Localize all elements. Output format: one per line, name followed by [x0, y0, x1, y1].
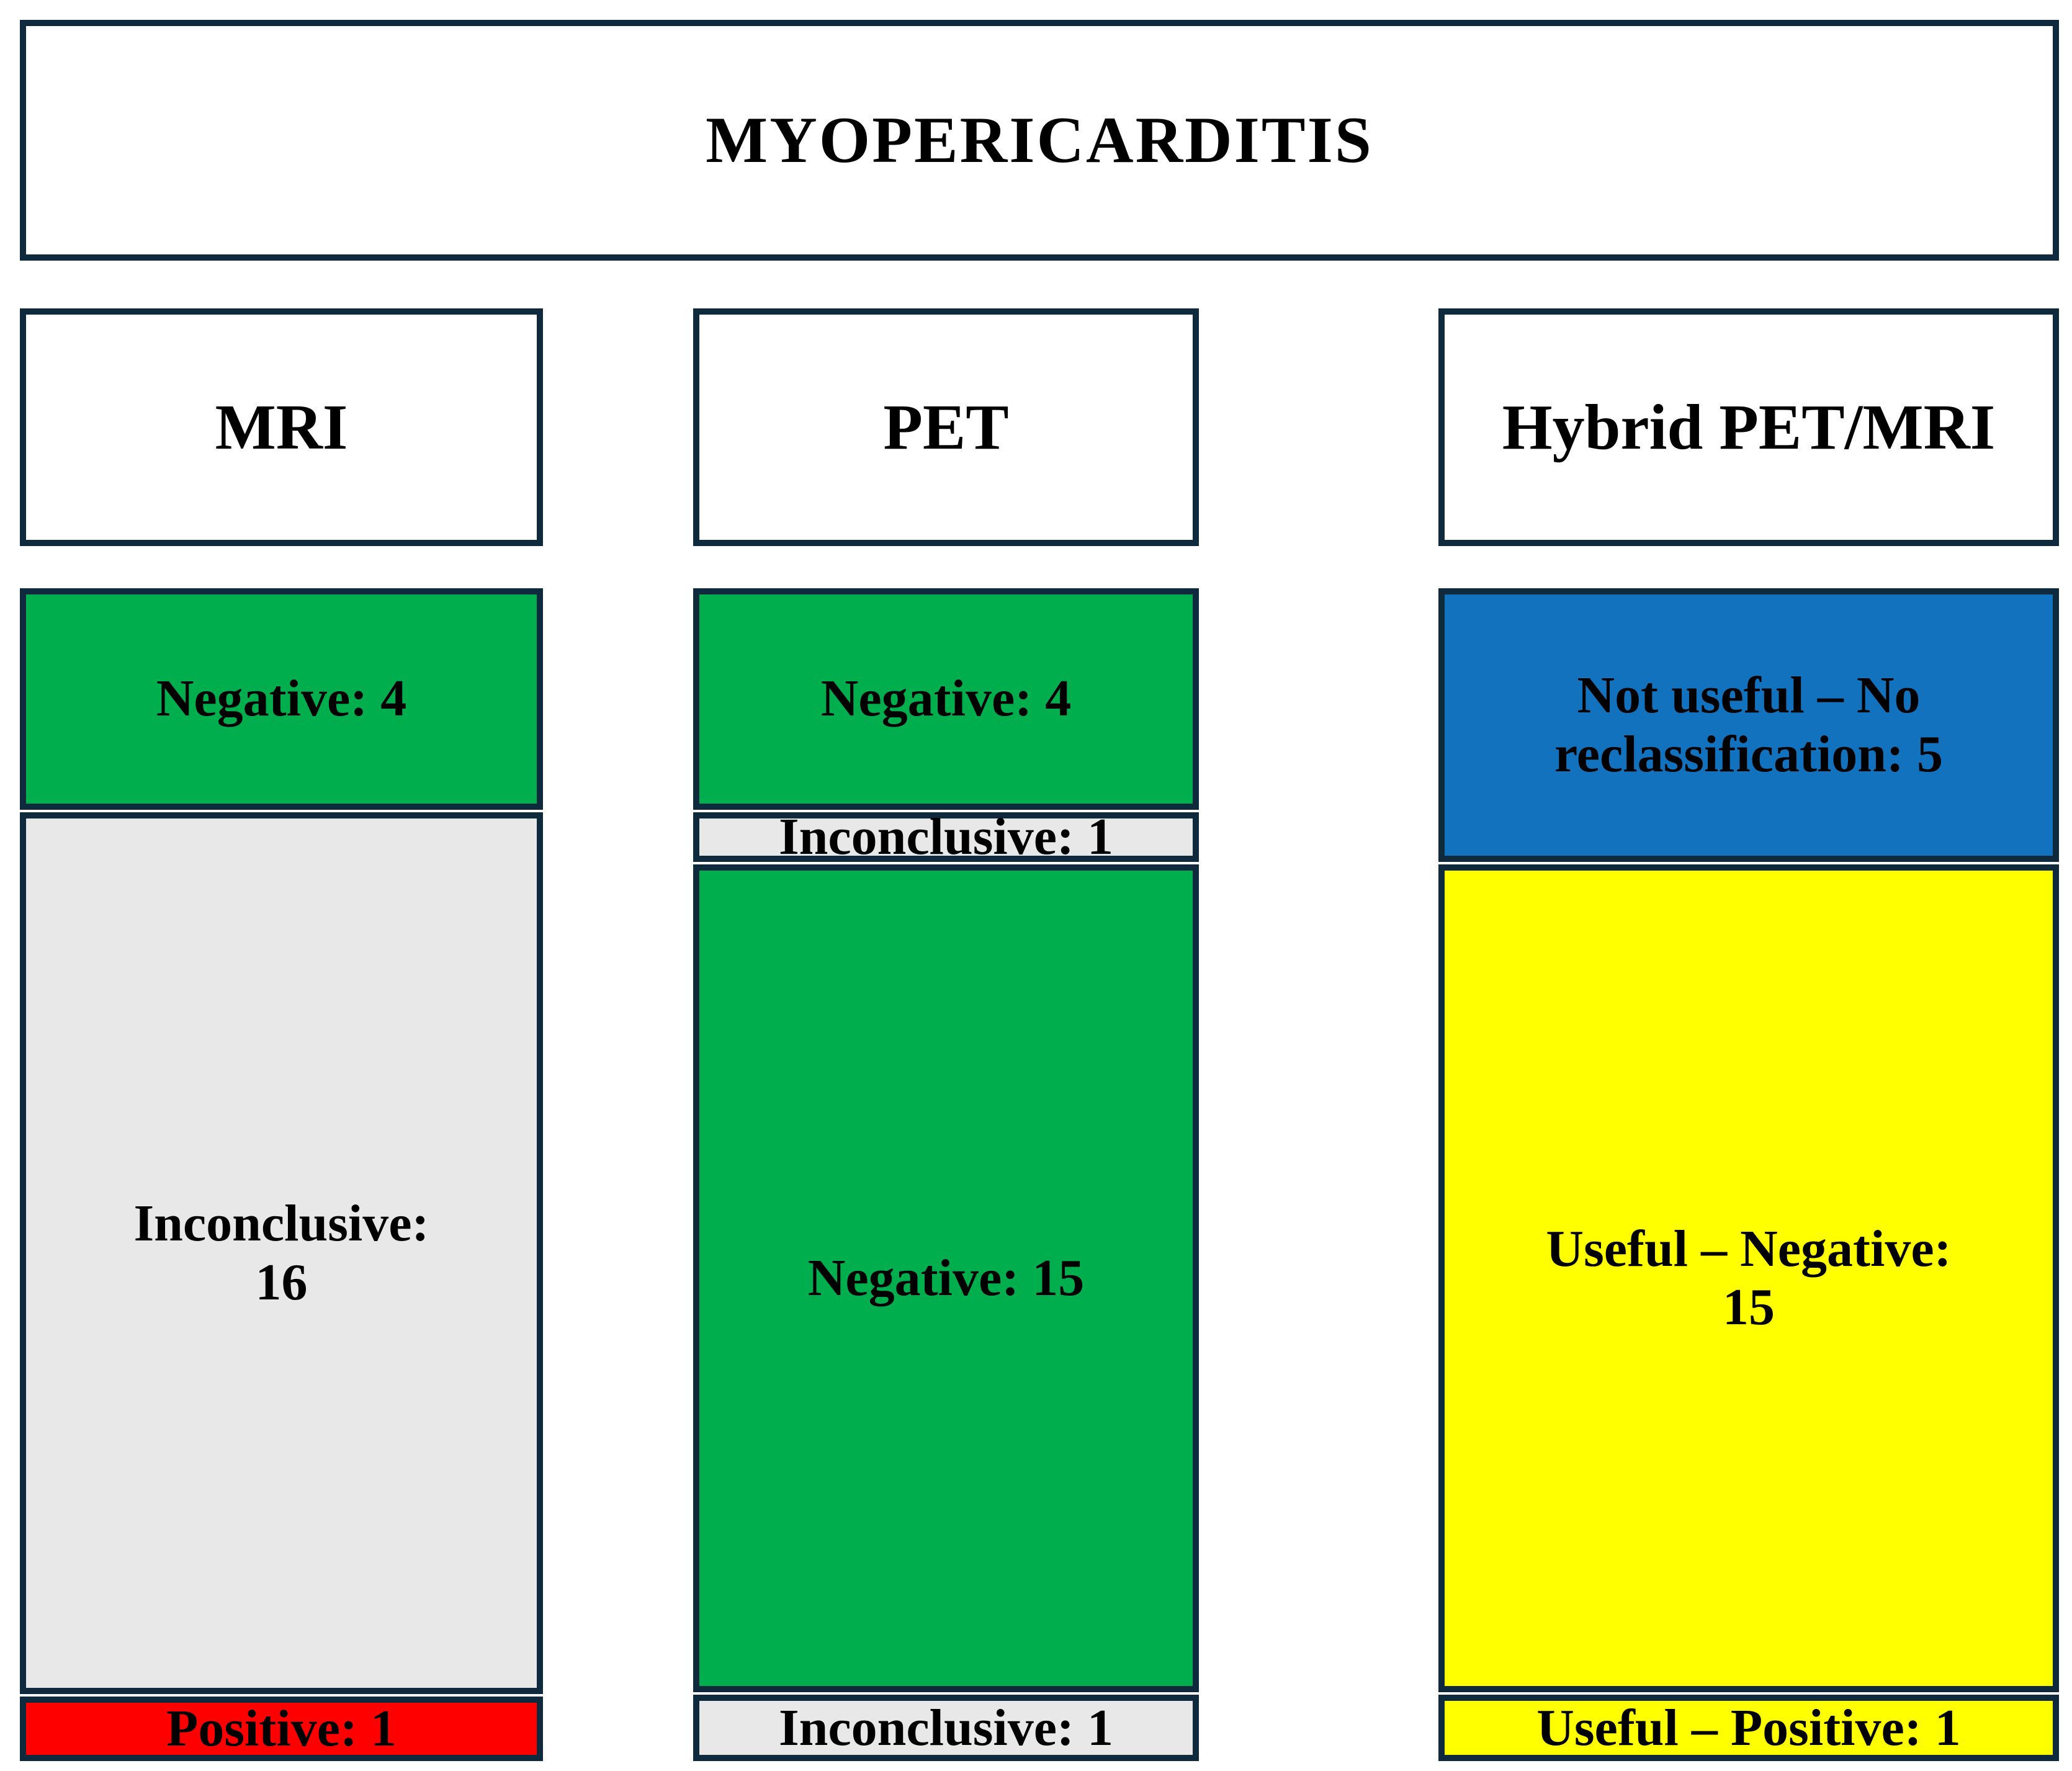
hybrid-segment-not-useful-label: Not useful – No reclassification: 5 [1554, 666, 1943, 783]
column-header-hybrid: Hybrid PET/MRI [1438, 308, 2059, 546]
hybrid-segment-useful-negative: Useful – Negative: 15 [1438, 864, 2059, 1692]
column-header-pet-label: PET [883, 392, 1009, 463]
hybrid-segment-useful-negative-label: Useful – Negative: 15 [1546, 1219, 1952, 1336]
pet-segment-negative-top: Negative: 4 [693, 588, 1199, 810]
hybrid-segment-not-useful: Not useful – No reclassification: 5 [1438, 588, 2059, 862]
mri-segment-positive: Positive: 1 [20, 1697, 543, 1761]
hybrid-segment-useful-positive: Useful – Positive: 1 [1438, 1695, 2059, 1761]
mri-stack: Negative: 4 Inconclusive: 16 Positive: 1 [20, 588, 543, 1761]
pet-segment-inconclusive-bottom: Inconclusive: 1 [693, 1695, 1199, 1761]
figure-title: MYOPERICARDITIS [706, 104, 1373, 176]
pet-segment-inconclusive-bottom-label: Inconclusive: 1 [778, 1698, 1114, 1757]
title-box: MYOPERICARDITIS [20, 20, 2059, 261]
mri-segment-negative: Negative: 4 [20, 588, 543, 810]
column-header-mri: MRI [20, 308, 543, 546]
mri-segment-negative-label: Negative: 4 [156, 670, 407, 728]
hybrid-stack: Not useful – No reclassification: 5 Usef… [1438, 588, 2059, 1761]
pet-segment-inconclusive-top: Inconclusive: 1 [693, 808, 1199, 866]
hybrid-segment-useful-positive-label: Useful – Positive: 1 [1536, 1698, 1961, 1757]
column-header-pet: PET [693, 308, 1199, 546]
pet-segment-negative-main: Negative: 15 [693, 864, 1199, 1692]
column-header-mri-label: MRI [215, 392, 348, 463]
pet-segment-inconclusive-top-label: Inconclusive: 1 [778, 808, 1114, 866]
mri-segment-inconclusive-label: Inconclusive: 16 [133, 1195, 429, 1311]
mri-segment-inconclusive: Inconclusive: 16 [20, 812, 543, 1694]
column-header-hybrid-label: Hybrid PET/MRI [1502, 392, 1996, 463]
pet-stack: Negative: 4 Inconclusive: 1 Negative: 15… [693, 588, 1199, 1761]
pet-segment-negative-main-label: Negative: 15 [807, 1249, 1085, 1307]
pet-segment-negative-top-label: Negative: 4 [820, 670, 1072, 728]
mri-segment-positive-label: Positive: 1 [166, 1700, 397, 1757]
